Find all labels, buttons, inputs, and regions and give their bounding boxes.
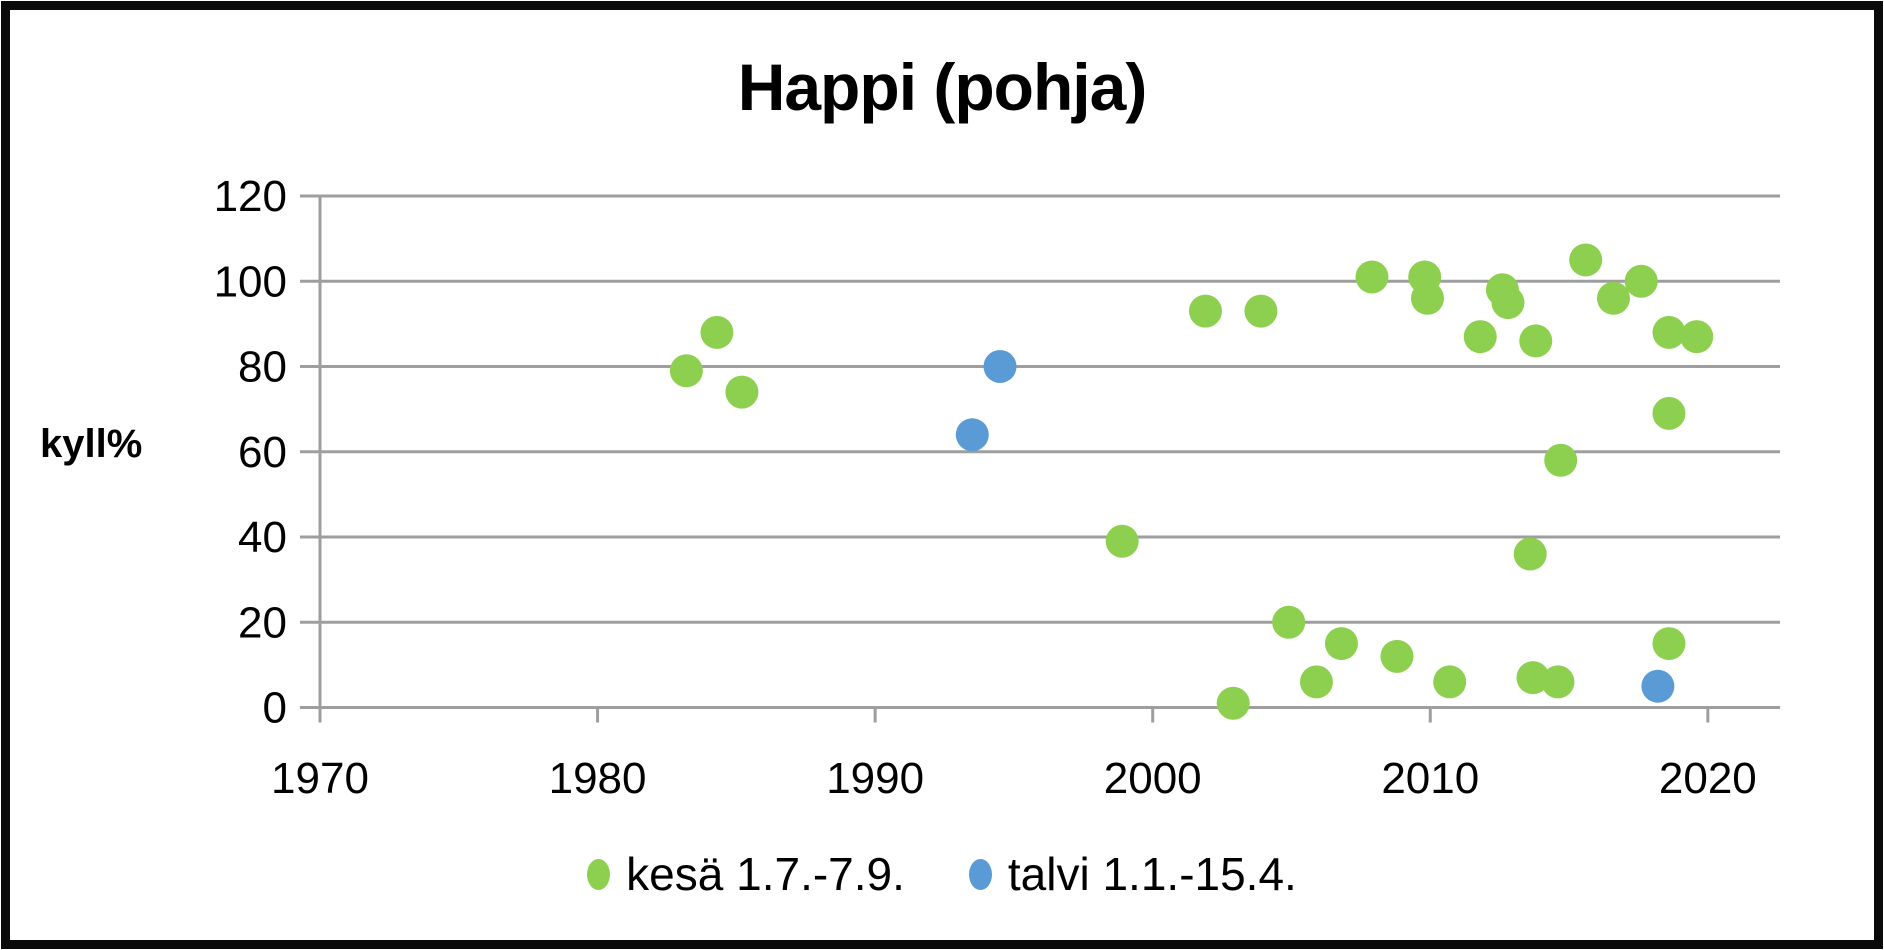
data-point-kesa: [1652, 315, 1686, 349]
data-point-kesa: [1105, 524, 1139, 558]
x-tick-label-1990: 1990: [826, 754, 924, 803]
x-tick-label-2010: 2010: [1381, 754, 1479, 803]
data-point-kesa: [1652, 396, 1686, 430]
data-point-kesa: [1513, 537, 1547, 571]
y-tick-label-20: 20: [238, 598, 287, 647]
data-point-kesa: [1596, 281, 1630, 315]
y-tick-label-100: 100: [214, 257, 287, 306]
legend-item-kesa: kesä 1.7.-7.9.: [587, 846, 905, 902]
y-tick-label-60: 60: [238, 428, 287, 477]
data-point-kesa: [1299, 665, 1333, 699]
data-point-kesa: [669, 354, 703, 388]
data-point-kesa: [1244, 294, 1278, 328]
legend-item-talvi: talvi 1.1.-15.4.: [968, 846, 1297, 902]
kesa-legend-marker-icon: [587, 858, 611, 890]
data-point-talvi: [983, 350, 1017, 383]
data-point-kesa: [1624, 264, 1658, 298]
x-tick-label-2000: 2000: [1104, 754, 1202, 803]
data-point-kesa: [1541, 665, 1575, 699]
x-tick-label-1980: 1980: [549, 754, 647, 803]
data-point-kesa: [1188, 294, 1222, 328]
data-point-talvi: [1641, 669, 1675, 703]
data-point-kesa: [700, 315, 734, 349]
x-tick-label-1970: 1970: [271, 754, 369, 803]
y-tick-label-0: 0: [263, 684, 287, 733]
data-point-kesa: [1410, 281, 1444, 315]
talvi-legend-marker-icon: [968, 858, 992, 890]
y-axis-title: kyll%: [40, 422, 143, 466]
data-point-kesa: [1491, 286, 1525, 320]
talvi-legend-label: talvi 1.1.-15.4.: [1007, 848, 1297, 900]
data-point-kesa: [1516, 661, 1550, 695]
chart-title: Happi (pohja): [737, 50, 1148, 124]
y-tick-label-120: 120: [214, 172, 287, 221]
data-point-kesa: [1355, 260, 1389, 294]
x-tick-label-2020: 2020: [1659, 754, 1757, 803]
data-point-kesa: [1324, 627, 1358, 661]
data-point-kesa: [1652, 627, 1686, 661]
data-point-kesa: [1463, 320, 1497, 354]
data-point-kesa: [1216, 686, 1250, 720]
data-point-kesa: [1544, 443, 1578, 477]
data-point-kesa: [725, 375, 759, 409]
data-point-kesa: [1680, 320, 1714, 354]
y-tick-label-40: 40: [238, 513, 287, 562]
legend: kesä 1.7.-7.9. talvi 1.1.-15.4.: [0, 846, 1884, 902]
data-point-kesa: [1569, 243, 1603, 277]
kesa-legend-label: kesä 1.7.-7.9.: [626, 848, 905, 900]
y-tick-label-80: 80: [238, 343, 287, 392]
data-point-kesa: [1272, 605, 1306, 639]
data-point-kesa: [1519, 324, 1553, 358]
data-point-talvi: [955, 418, 989, 452]
data-point-kesa: [1433, 665, 1467, 699]
data-point-kesa: [1380, 639, 1414, 673]
